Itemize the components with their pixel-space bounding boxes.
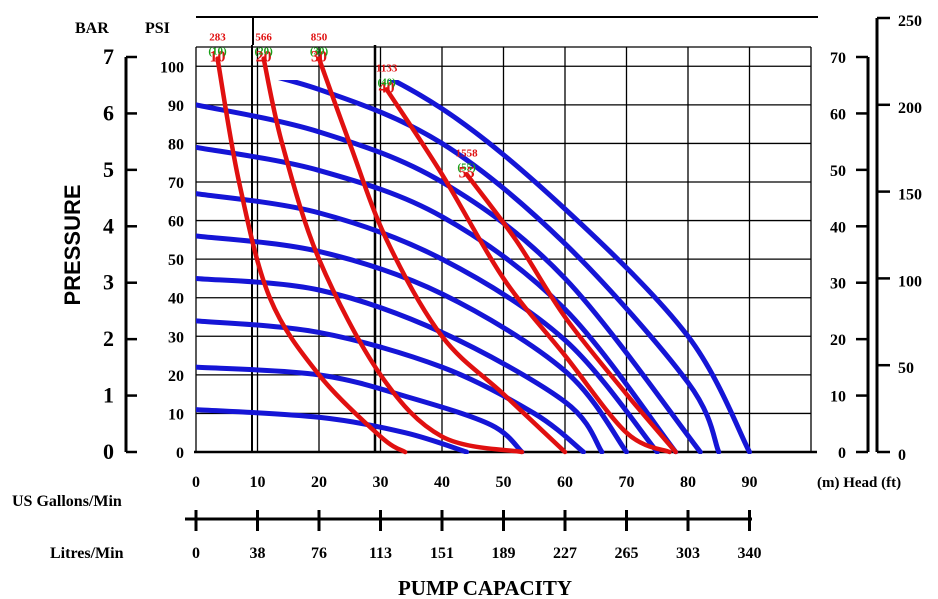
psi-tick-label: 0 — [176, 445, 184, 462]
bar-axis: 0 1 2 3 4 5 6 7 — [103, 44, 137, 464]
air-curve-litres-label: 1558 — [456, 147, 479, 159]
head-ft-tick-label: 100 — [898, 273, 922, 290]
bar-tick-label: 7 — [103, 44, 114, 69]
gpm-tick-label: 80 — [680, 474, 696, 491]
air-curve — [316, 56, 568, 455]
lpm-tick-label: 265 — [615, 545, 639, 562]
lpm-tick-label: 227 — [553, 545, 577, 562]
head-m-tick-label: 30 — [830, 276, 846, 293]
head-m-tick-label: 70 — [830, 50, 846, 67]
lpm-tick-label: 151 — [430, 545, 454, 562]
psi-tick-label: 30 — [168, 329, 184, 346]
psi-tick-label: 70 — [168, 175, 184, 192]
head-ft-axis: 0 50 100 150 200 250 — [875, 13, 922, 464]
head-m-tick-label: 40 — [830, 219, 846, 236]
lpm-tick-label: 0 — [192, 545, 200, 562]
head-ft-tick-label: 150 — [898, 187, 922, 204]
air-curve-scfm-label: 20 — [256, 49, 272, 66]
air-consumption-labels: 10(10) 283 20(20) 566 30(30) 850 40(40) 1133 55(… — [208, 32, 478, 182]
air-curve — [384, 87, 672, 455]
pressure-curve — [196, 407, 470, 454]
lpm-tick-label: 303 — [676, 545, 700, 562]
pressure-curve — [196, 191, 660, 454]
pressure-curve — [196, 318, 586, 454]
psi-tick-label: 90 — [168, 98, 184, 115]
gpm-tick-label: 40 — [434, 474, 450, 491]
air-curve-scfm-small-label: (40) — [377, 76, 396, 88]
lpm-axis-label: Litres/Min — [50, 545, 124, 562]
gpm-axis: 0 10 20 30 40 50 60 70 80 90 — [192, 474, 758, 491]
head-m-tick-label: 50 — [830, 163, 846, 180]
psi-tick-label: 40 — [168, 291, 184, 308]
pressure-curve — [277, 80, 722, 454]
psi-tick-label: 10 — [168, 406, 184, 423]
air-curve-litres-label: 283 — [209, 32, 226, 44]
lpm-tick-label: 76 — [311, 545, 327, 562]
air-curve-litres-label: 850 — [311, 32, 328, 44]
psi-tick-label: 50 — [168, 252, 184, 269]
bar-tick-label: 2 — [103, 326, 114, 351]
head-m-tick-label: 10 — [830, 389, 846, 406]
pressure-curve — [196, 233, 629, 454]
air-curve-litres-label: 566 — [255, 32, 272, 44]
psi-tick-label: 60 — [168, 214, 184, 231]
pressure-curve — [196, 144, 679, 454]
air-curve-scfm-label: 40 — [379, 79, 395, 96]
lpm-tick-label: 340 — [738, 545, 762, 562]
gpm-tick-label: 30 — [373, 474, 389, 491]
bar-tick-label: 1 — [103, 383, 114, 408]
lpm-tick-label: 113 — [369, 545, 392, 562]
air-curve — [261, 56, 525, 455]
y-axis-title: PRESSURE — [60, 184, 85, 305]
pressure-curve — [387, 80, 752, 454]
psi-axis-label: PSI — [145, 20, 170, 37]
gpm-tick-label: 10 — [250, 474, 266, 491]
head-ft-tick-label: 0 — [898, 447, 906, 464]
lpm-tick-label: 38 — [250, 545, 266, 562]
air-curve-scfm-label: 55 — [459, 164, 475, 181]
psi-tick-label: 80 — [168, 136, 184, 153]
head-m-tick-label: 0 — [838, 445, 846, 462]
gpm-tick-label: 0 — [192, 474, 200, 491]
bar-tick-label: 5 — [103, 157, 114, 182]
gpm-tick-label: 60 — [557, 474, 573, 491]
air-curve-scfm-small-label: (30) — [310, 46, 329, 58]
psi-tick-label: 100 — [160, 59, 184, 76]
air-curve-scfm-small-label: (10) — [208, 46, 227, 58]
head-ft-tick-label: 250 — [898, 13, 922, 30]
bar-tick-label: 6 — [103, 100, 114, 125]
head-axis-label: (m) Head (ft) — [817, 475, 901, 491]
air-curve-litres-label: 1133 — [376, 62, 398, 74]
air-curve-scfm-small-label: (55) — [457, 161, 476, 173]
gpm-tick-label: 50 — [496, 474, 512, 491]
lpm-axis: 0 38 76 113 151 189 227 265 303 340 — [185, 510, 762, 562]
head-m-tick-label: 60 — [830, 106, 846, 123]
gpm-axis-label: US Gallons/Min — [12, 493, 122, 510]
bar-axis-label: BAR — [75, 20, 109, 37]
air-consumption-curves — [215, 56, 678, 455]
psi-axis: 0 10 20 30 40 50 60 70 80 90 100 — [160, 59, 184, 462]
psi-tick-label: 20 — [168, 368, 184, 385]
gpm-tick-label: 70 — [619, 474, 635, 491]
air-curve-scfm-label: 30 — [311, 49, 327, 66]
head-m-axis: 0 10 20 30 40 50 60 70 — [830, 50, 870, 462]
air-curve-scfm-label: 10 — [210, 49, 226, 66]
air-curve — [464, 172, 678, 455]
head-ft-tick-label: 50 — [898, 360, 914, 377]
air-curve-scfm-small-label: (20) — [254, 46, 273, 58]
x-axis-title: PUMP CAPACITY — [398, 576, 572, 599]
bar-tick-label: 3 — [103, 270, 114, 295]
gpm-tick-label: 90 — [742, 474, 758, 491]
lpm-tick-label: 189 — [492, 545, 516, 562]
bar-tick-label: 4 — [103, 213, 114, 238]
head-m-tick-label: 20 — [830, 332, 846, 349]
air-curve — [215, 56, 408, 455]
gpm-tick-label: 20 — [311, 474, 327, 491]
pressure-curve — [196, 364, 525, 454]
head-ft-tick-label: 200 — [898, 100, 922, 117]
bar-tick-label: 0 — [103, 439, 114, 464]
